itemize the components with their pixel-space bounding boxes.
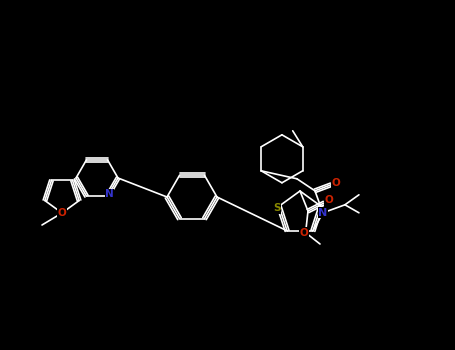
Text: N: N — [105, 189, 114, 199]
Text: S: S — [273, 203, 281, 213]
Text: O: O — [58, 208, 66, 218]
Text: O: O — [324, 195, 334, 205]
Text: O: O — [300, 228, 308, 238]
Text: N: N — [318, 208, 328, 218]
Text: O: O — [332, 178, 340, 188]
